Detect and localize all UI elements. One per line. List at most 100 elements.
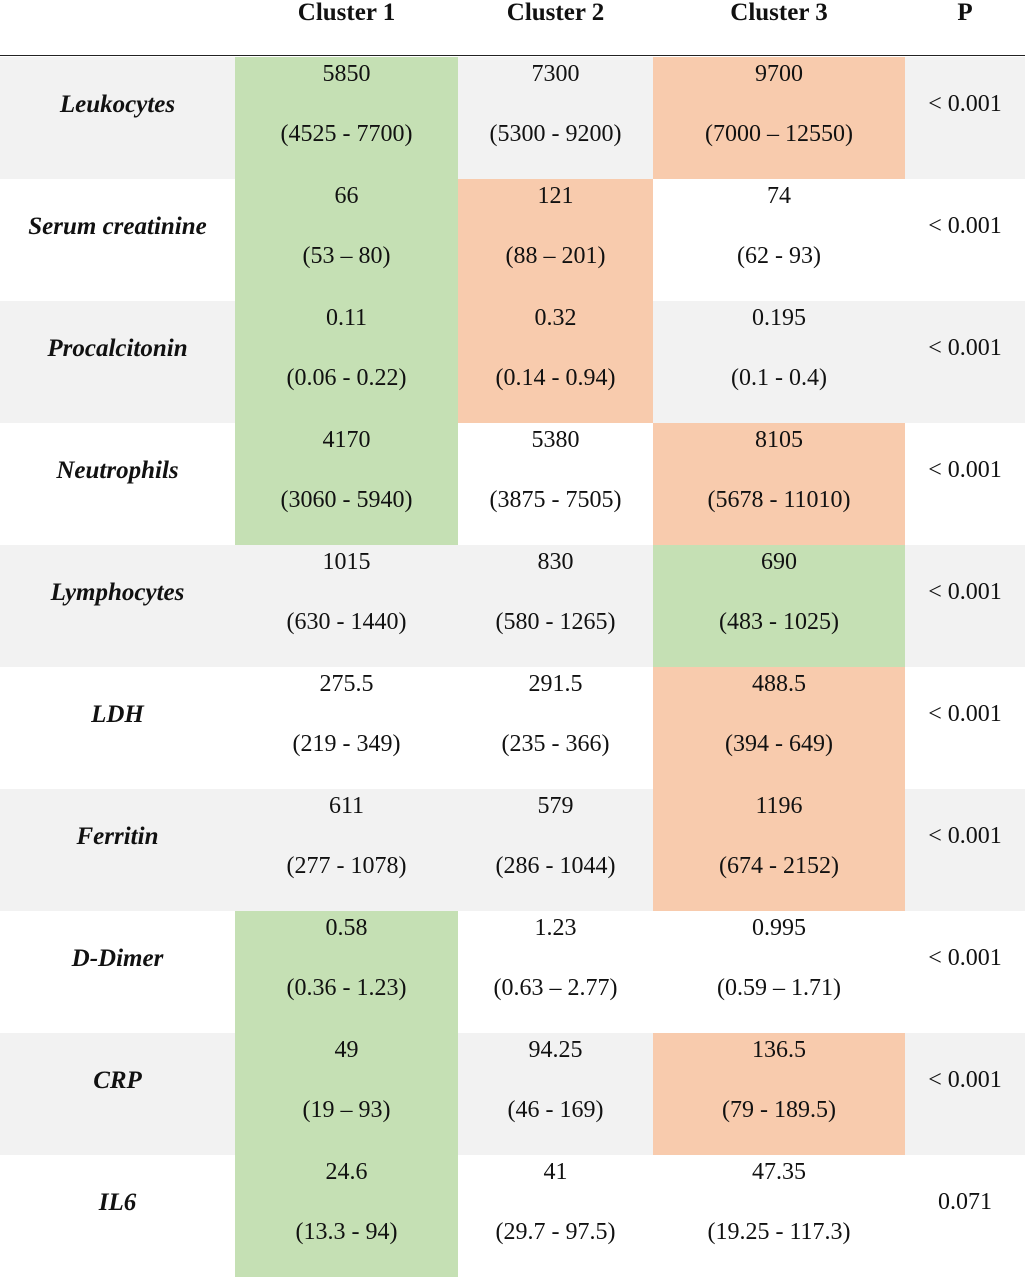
iqr-range: (286 - 1044) [495,853,616,879]
header-cluster-1: Cluster 1 [297,0,396,26]
table-row: Neutrophils 4170 (3060 - 5940) 5380 (3875 … [0,423,1025,545]
iqr-range: (7000 – 12550) [705,121,853,147]
iqr-range: (46 - 169) [507,1097,604,1123]
iqr-range: (62 - 93) [737,243,821,269]
row-label: Ferritin [76,823,159,850]
row-label: Serum creatinine [28,213,207,240]
median-value: 41 [543,1159,568,1185]
median-value: 9700 [755,61,803,87]
iqr-range: (483 - 1025) [719,609,839,635]
cluster-3-cell: 136.5 (79 - 189.5) [653,1033,905,1155]
iqr-range: (580 - 1265) [495,609,616,635]
cluster-2-cell: 1.23 (0.63 – 2.77) [458,911,653,1033]
iqr-range: (29.7 - 97.5) [495,1219,616,1245]
median-value: 1015 [322,549,371,575]
median-value: 121 [537,183,574,209]
median-value: 579 [537,793,574,819]
cluster-2-cell: 94.25 (46 - 169) [458,1033,653,1155]
p-value-cell: < 0.001 [905,179,1025,301]
cluster-3-cell: 488.5 (394 - 649) [653,667,905,789]
median-value: 1196 [755,793,803,819]
cluster-1-cell: 5850 (4525 - 7700) [235,57,458,179]
iqr-range: (0.59 – 1.71) [717,975,841,1001]
iqr-range: (0.1 - 0.4) [731,365,827,391]
iqr-range: (0.06 - 0.22) [286,365,407,391]
row-label: LDH [91,701,144,728]
cluster-2-cell: 579 (286 - 1044) [458,789,653,911]
median-value: 611 [328,793,365,819]
iqr-range: (79 - 189.5) [722,1097,836,1123]
median-value: 1.23 [534,915,577,941]
median-value: 690 [761,549,797,575]
table-row: D-Dimer 0.58 (0.36 - 1.23) 1.23 (0.63 – 2.… [0,911,1025,1033]
cluster-3-cell: 47.35 (19.25 - 117.3) [653,1155,905,1277]
p-value: < 0.001 [928,701,1002,727]
table-row: Serum creatinine 66 (53 – 80) 121 (88 – 20… [0,179,1025,301]
iqr-range: (0.63 – 2.77) [493,975,618,1001]
p-value: < 0.001 [928,213,1002,239]
cluster-3-cell: 0.195 (0.1 - 0.4) [653,301,905,423]
median-value: 66 [334,183,359,209]
median-value: 8105 [755,427,803,453]
iqr-range: (0.36 - 1.23) [286,975,407,1001]
median-value: 0.995 [752,915,806,941]
row-label-cell: Serum creatinine [0,179,235,301]
header-p-value: P [957,0,973,26]
row-label: D-Dimer [71,945,164,972]
row-label-cell: Leukocytes [0,57,235,179]
cluster-3-cell: 690 (483 - 1025) [653,545,905,667]
cluster-1-cell: 4170 (3060 - 5940) [235,423,458,545]
median-value: 0.32 [534,305,577,331]
median-value: 291.5 [528,671,583,697]
table-row: IL6 24.6 (13.3 - 94) 41 (29.7 - 97.5) 47.3… [0,1155,1025,1277]
row-label: Leukocytes [59,91,176,118]
header-cluster-3: Cluster 3 [730,0,828,26]
p-value: < 0.001 [928,579,1002,605]
row-label-cell: Lymphocytes [0,545,235,667]
p-value: < 0.001 [928,1067,1002,1093]
table-row: CRP 49 (19 – 93) 94.25 (46 - 169) 136.5 (79… [0,1033,1025,1155]
iqr-range: (19.25 - 117.3) [707,1219,851,1245]
p-value: < 0.001 [928,945,1002,971]
median-value: 4170 [322,427,371,453]
p-value-cell: < 0.001 [905,545,1025,667]
iqr-range: (53 – 80) [302,243,391,269]
cluster-1-cell: 66 (53 – 80) [235,179,458,301]
cluster-1-cell: 24.6 (13.3 - 94) [235,1155,458,1277]
cluster-1-cell: 0.11 (0.06 - 0.22) [235,301,458,423]
median-value: 488.5 [752,671,806,697]
iqr-range: (3875 - 7505) [489,487,622,513]
cluster-3-cell: 9700 (7000 – 12550) [653,57,905,179]
median-value: 7300 [531,61,580,87]
cluster-3-cell: 74 (62 - 93) [653,179,905,301]
median-value: 0.195 [752,305,806,331]
cluster-3-cell: 1196 (674 - 2152) [653,789,905,911]
row-label-cell: IL6 [0,1155,235,1277]
median-value: 5380 [531,427,580,453]
table-header: Cluster 1 Cluster 2 Cluster 3 P [0,0,1025,56]
p-value: 0.071 [938,1189,992,1215]
table-row: Procalcitonin 0.11 (0.06 - 0.22) 0.32 (0.1… [0,301,1025,423]
row-label: Lymphocytes [50,579,185,606]
table-body: Leukocytes 5850 (4525 - 7700) 7300 (5300 -… [0,57,1025,1277]
iqr-range: (630 - 1440) [286,609,407,635]
table-row: LDH 275.5 (219 - 349) 291.5 (235 - 366) 48… [0,667,1025,789]
iqr-range: (5300 - 9200) [489,121,622,147]
cluster-3-cell: 0.995 (0.59 – 1.71) [653,911,905,1033]
iqr-range: (277 - 1078) [286,853,407,879]
iqr-range: (13.3 - 94) [295,1219,398,1245]
p-value-cell: < 0.001 [905,57,1025,179]
row-label: IL6 [98,1189,137,1216]
iqr-range: (3060 - 5940) [280,487,413,513]
p-value: < 0.001 [928,335,1002,361]
median-value: 49 [334,1037,359,1063]
cluster-2-cell: 0.32 (0.14 - 0.94) [458,301,653,423]
row-label: Neutrophils [56,457,179,484]
p-value-cell: < 0.001 [905,789,1025,911]
p-value-cell: < 0.001 [905,301,1025,423]
cluster-2-cell: 41 (29.7 - 97.5) [458,1155,653,1277]
median-value: 47.35 [752,1159,806,1185]
median-value: 5850 [322,61,371,87]
row-label: CRP [93,1067,142,1094]
